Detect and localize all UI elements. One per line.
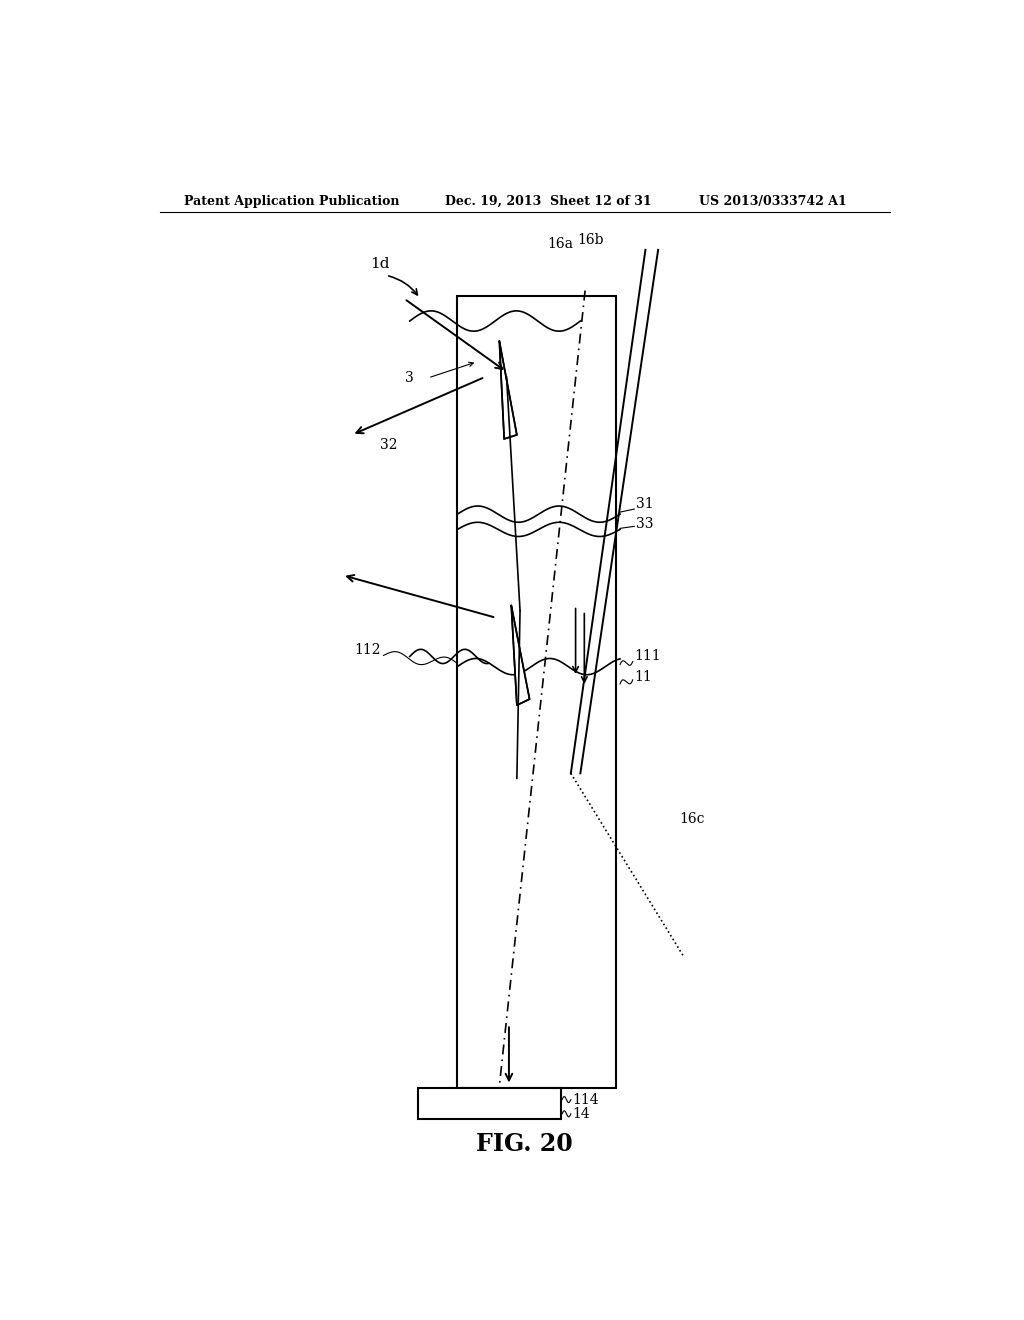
Polygon shape [500,342,517,440]
Text: 16b: 16b [578,232,604,247]
Bar [418,1089,560,1119]
Text: 16c: 16c [680,812,706,826]
Text: 14: 14 [572,1106,590,1121]
Text: 111: 111 [634,649,660,664]
Text: 32: 32 [380,438,397,451]
Text: 16a: 16a [548,236,573,251]
Text: FIG. 20: FIG. 20 [476,1133,573,1156]
Text: 33: 33 [636,517,653,532]
Text: 114: 114 [572,1093,599,1106]
Polygon shape [511,606,529,705]
Text: 31: 31 [636,496,653,511]
Text: US 2013/0333742 A1: US 2013/0333742 A1 [699,194,847,207]
Text: Dec. 19, 2013  Sheet 12 of 31: Dec. 19, 2013 Sheet 12 of 31 [445,194,652,207]
Text: 3: 3 [404,371,414,385]
Text: 11: 11 [634,669,652,684]
Text: 112: 112 [354,643,380,657]
Text: Patent Application Publication: Patent Application Publication [183,194,399,207]
Text: 1d: 1d [370,257,389,271]
Bar [458,296,616,1089]
